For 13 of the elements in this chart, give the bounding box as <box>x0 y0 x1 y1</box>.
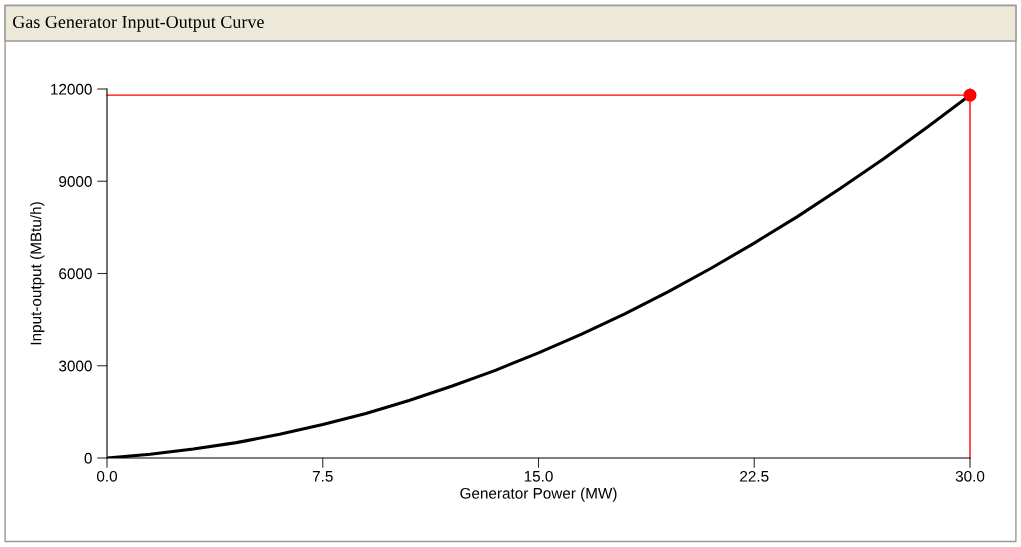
y-tick-label: 6000 <box>59 268 92 280</box>
y-tick-label: 12000 <box>51 83 92 95</box>
x-tick-label: 22.5 <box>740 470 769 482</box>
x-axis-title: Generator Power (MW) <box>460 487 617 502</box>
x-tick-label: 7.5 <box>312 471 333 482</box>
y-tick-label: 9000 <box>59 176 92 187</box>
x-tick-label: 30.0 <box>955 470 985 482</box>
y-tick-label: 0 <box>84 452 92 464</box>
y-tick-label: 3000 <box>59 360 92 372</box>
y-axis-title: Input-output (MBtu/h) <box>30 202 45 345</box>
x-tick-label: 0.0 <box>96 470 118 482</box>
chart-title: Gas Generator Input-Output Curve <box>12 15 264 32</box>
x-tick-label: 15.0 <box>524 470 553 482</box>
